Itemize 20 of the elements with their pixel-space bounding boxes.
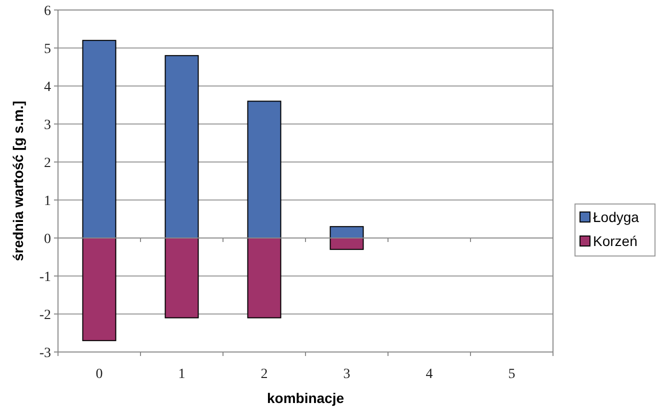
y-tick-label: 4 (44, 80, 51, 95)
y-tick-label: 1 (44, 194, 51, 209)
x-tick-label: 2 (260, 367, 268, 382)
x-tick-label: 4 (426, 367, 433, 382)
x-tick-label: 0 (96, 367, 103, 382)
y-tick-label: -3 (39, 346, 51, 361)
y-axis-title: średnia wartość [g s.m.] (10, 100, 26, 262)
y-tick-label: 3 (44, 118, 51, 133)
y-tick-label: -1 (39, 270, 51, 285)
y-tick-label: 5 (44, 42, 51, 57)
y-tick-label: 2 (44, 156, 51, 171)
x-axis-title: kombinacje (266, 390, 344, 406)
x-tick-label: 1 (178, 367, 186, 382)
x-tick-label: 5 (508, 367, 516, 382)
legend-label: Łodyga (593, 208, 640, 225)
x-tick-label: 3 (343, 367, 350, 382)
legend-label: Korzeń (593, 232, 638, 249)
y-tick-label: 0 (44, 232, 51, 247)
y-tick-label: 6 (44, 4, 51, 19)
y-tick-label: -2 (39, 308, 51, 323)
